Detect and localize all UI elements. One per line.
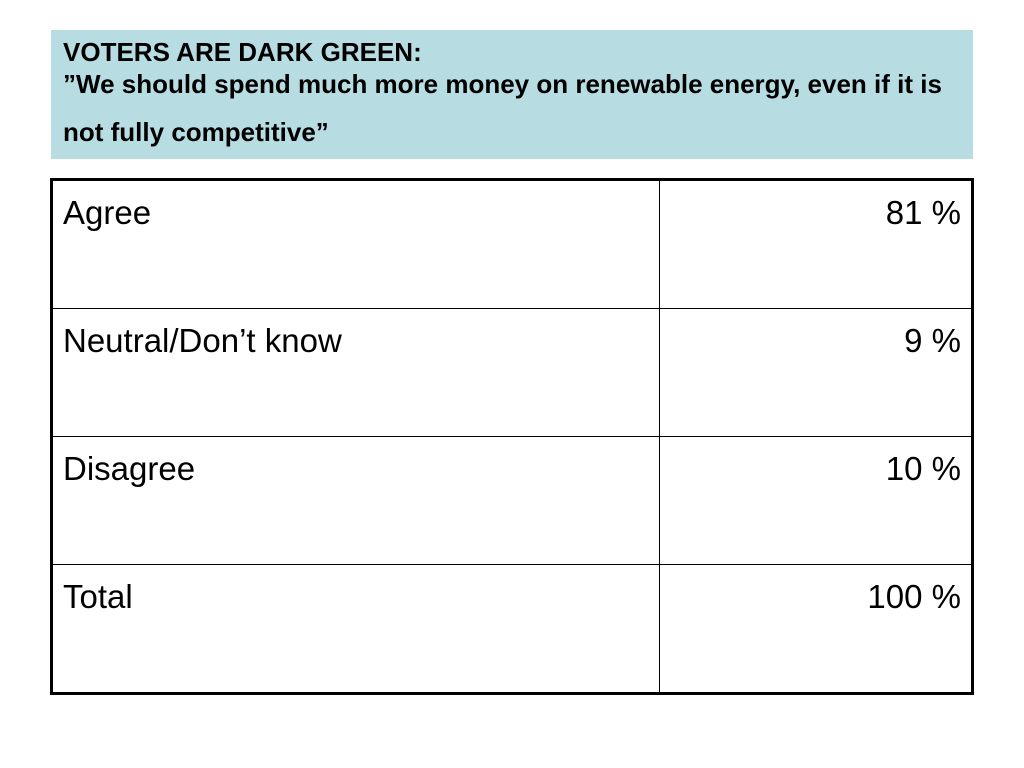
row-label: Disagree [51,436,660,565]
row-value: 10 % [659,436,973,565]
table-row: Disagree 10 % [51,436,973,565]
row-label: Agree [51,179,660,309]
table-row: Agree 81 % [51,179,973,309]
results-table: Agree 81 % Neutral/Don’t know 9 % Disagr… [50,178,974,695]
title-quote: ”We should spend much more money on rene… [63,69,942,147]
title-heading: VOTERS ARE DARK GREEN: [63,37,422,67]
table-row: Neutral/Don’t know 9 % [51,308,973,437]
row-label: Neutral/Don’t know [51,308,660,437]
table-row: Total 100 % [51,564,973,694]
row-label: Total [51,564,660,694]
title-box: VOTERS ARE DARK GREEN: ”We should spend … [51,30,973,159]
row-value: 81 % [659,179,973,309]
row-value: 9 % [659,308,973,437]
row-value: 100 % [659,564,973,694]
